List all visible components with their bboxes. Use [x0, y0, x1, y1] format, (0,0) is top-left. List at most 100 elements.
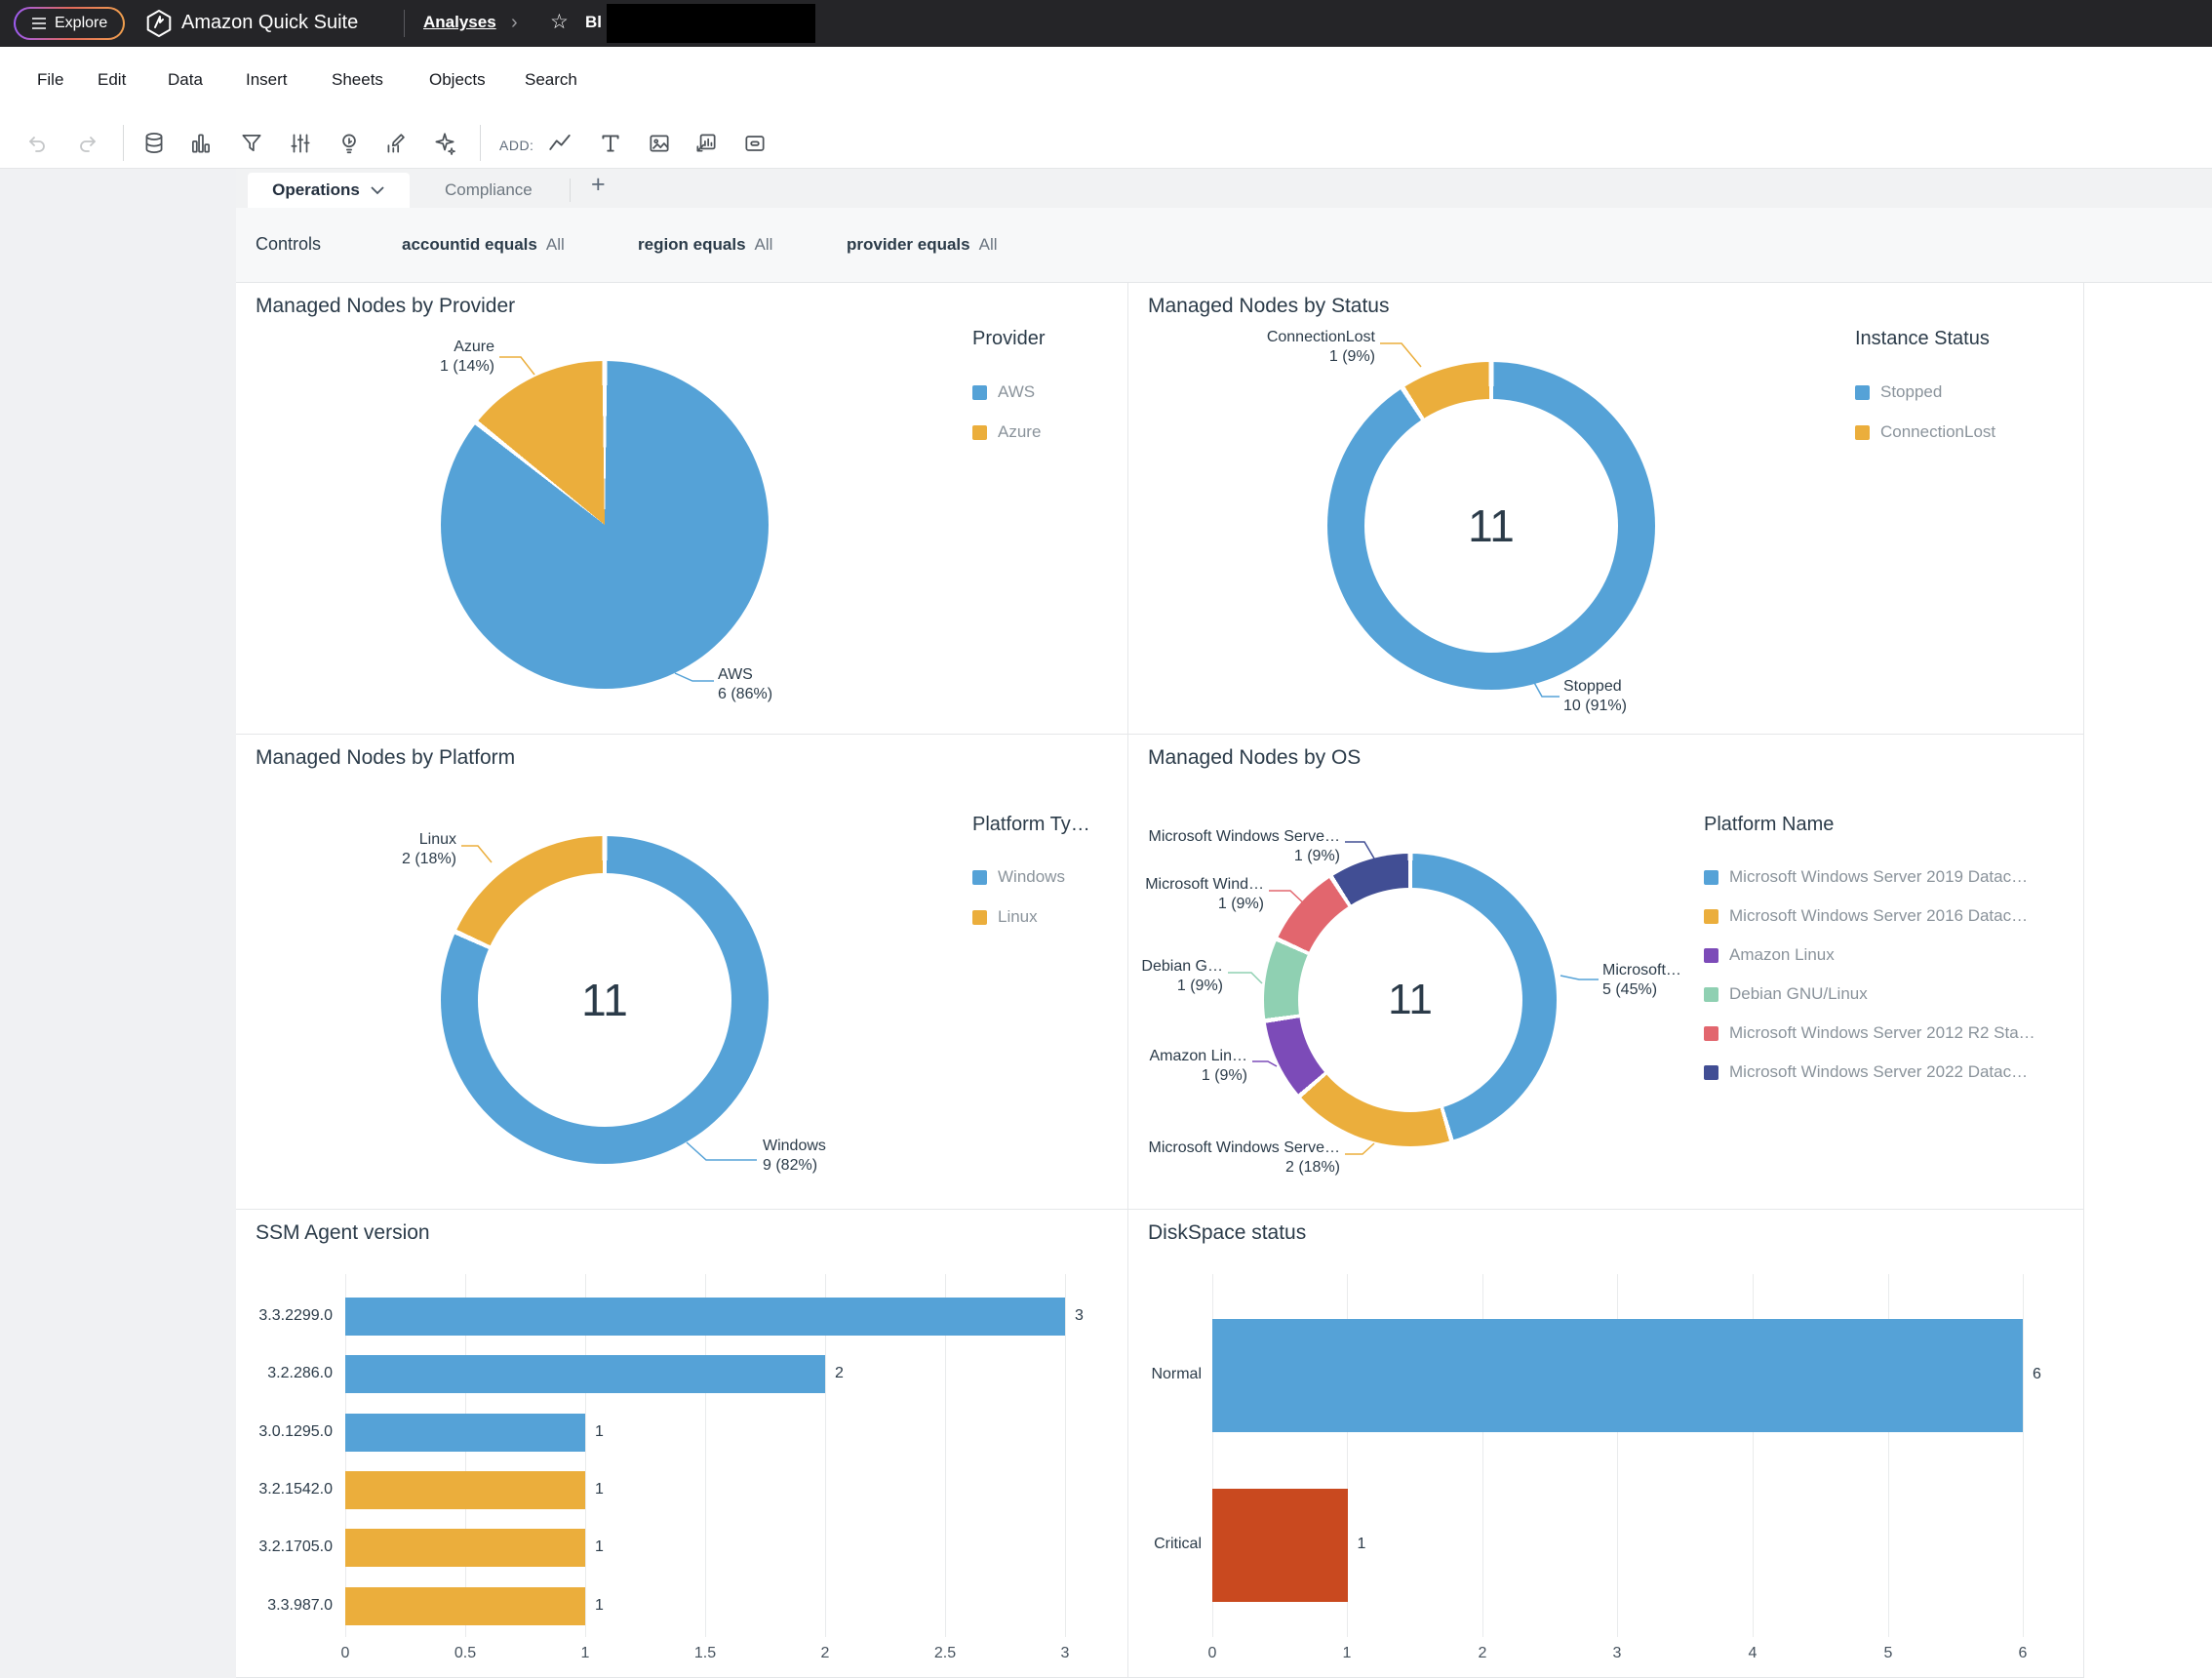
- add-sheet-button[interactable]: +: [583, 171, 613, 199]
- axis-tick-label: 1.5: [676, 1645, 734, 1662]
- legend-item[interactable]: Linux: [972, 907, 1038, 927]
- legend-item[interactable]: Stopped: [1855, 382, 1942, 402]
- callout-line: [1560, 976, 1599, 979]
- line-chart-icon[interactable]: [546, 130, 573, 157]
- donut-total-value: 11: [1388, 976, 1433, 1024]
- menu-file[interactable]: File: [37, 70, 63, 90]
- bar[interactable]: [345, 1471, 585, 1509]
- legend-title: Platform Name: [1704, 814, 1834, 836]
- menu-insert[interactable]: Insert: [246, 70, 288, 90]
- gridline: [2023, 1274, 2024, 1637]
- menu-sheets[interactable]: Sheets: [332, 70, 383, 90]
- tab-operations-label: Operations: [272, 180, 360, 200]
- bar[interactable]: [345, 1355, 825, 1393]
- filter-name: provider equals: [847, 235, 970, 255]
- explore-button[interactable]: Explore: [14, 7, 125, 40]
- legend-swatch: [1704, 948, 1718, 963]
- callout-value: 1 (9%): [1145, 895, 1264, 914]
- menu-objects[interactable]: Objects: [429, 70, 486, 90]
- callout-line: [1228, 973, 1262, 983]
- breadcrumb-analyses[interactable]: Analyses: [423, 13, 496, 32]
- menu-edit[interactable]: Edit: [98, 70, 126, 90]
- bar[interactable]: [345, 1529, 585, 1567]
- visual-container-icon[interactable]: [692, 130, 720, 157]
- favorite-star-icon[interactable]: ☆: [550, 10, 569, 34]
- visual-ssm-agent-version[interactable]: SSM Agent version 00.511.522.533.3.2299.…: [236, 1210, 1128, 1678]
- undo-icon[interactable]: [23, 130, 51, 157]
- legend-item[interactable]: ConnectionLost: [1855, 422, 1995, 442]
- legend-item[interactable]: Microsoft Windows Server 2012 R2 Sta…: [1704, 1023, 2035, 1043]
- embed-icon[interactable]: [741, 130, 769, 157]
- text-icon[interactable]: [597, 130, 624, 157]
- legend-item[interactable]: Microsoft Windows Server 2019 Datac…: [1704, 867, 2028, 887]
- callout-value: 1 (9%): [1150, 1066, 1248, 1086]
- insights-icon[interactable]: [336, 130, 363, 157]
- filter-icon[interactable]: [238, 130, 265, 157]
- legend-item[interactable]: Microsoft Windows Server 2022 Datac…: [1704, 1062, 2028, 1082]
- legend-swatch: [1704, 909, 1718, 924]
- legend-item[interactable]: Windows: [972, 867, 1065, 887]
- bar[interactable]: [345, 1587, 585, 1625]
- bar[interactable]: [345, 1298, 1065, 1336]
- legend-label: ConnectionLost: [1880, 422, 1995, 442]
- legend-item[interactable]: Microsoft Windows Server 2016 Datac…: [1704, 906, 2028, 926]
- callout-value: 1 (14%): [440, 357, 494, 377]
- filter-region[interactable]: region equals All: [638, 235, 772, 255]
- donut-hole: 11: [1364, 399, 1618, 653]
- chevron-right-icon: ›: [511, 12, 518, 34]
- value-label: 1: [595, 1538, 604, 1556]
- value-label: 1: [595, 1481, 604, 1498]
- legend-item[interactable]: Amazon Linux: [1704, 945, 1835, 965]
- legend-item[interactable]: Debian GNU/Linux: [1704, 984, 1868, 1004]
- image-icon[interactable]: [646, 130, 673, 157]
- legend-swatch: [972, 910, 987, 925]
- visual-diskspace-status[interactable]: DiskSpace status 0123456Normal6Critical1: [1128, 1210, 2084, 1678]
- chevron-down-icon: [370, 185, 385, 195]
- donut-total-value: 11: [1468, 499, 1515, 552]
- ai-sparkle-icon[interactable]: [431, 130, 458, 157]
- callout-value: 1 (9%): [1267, 347, 1375, 367]
- axis-tick-label: 5: [1859, 1645, 1917, 1662]
- app-title: Amazon Quick Suite: [181, 12, 358, 34]
- bar[interactable]: [1212, 1489, 1348, 1602]
- axis-tick-label: 1: [1318, 1645, 1376, 1662]
- axis-tick-label: 0: [1183, 1645, 1242, 1662]
- bar[interactable]: [345, 1414, 585, 1452]
- legend-label: Microsoft Windows Server 2022 Datac…: [1729, 1062, 2028, 1082]
- calculated-field-icon[interactable]: [382, 130, 410, 157]
- pie-chart[interactable]: [441, 361, 769, 689]
- axis-tick-label: 2: [1453, 1645, 1512, 1662]
- visual-title: Managed Nodes by Provider: [256, 295, 515, 318]
- filter-accountid[interactable]: accountid equals All: [402, 235, 565, 255]
- legend-swatch: [1704, 870, 1718, 885]
- parameters-icon[interactable]: [287, 130, 314, 157]
- callout-label: Microsoft Windows Serve…1 (9%): [1149, 827, 1341, 866]
- visual-types-icon[interactable]: [187, 130, 215, 157]
- legend-item[interactable]: AWS: [972, 382, 1035, 402]
- donut-hole: 11: [1298, 888, 1522, 1112]
- tab-compliance[interactable]: Compliance: [423, 173, 554, 208]
- callout-name: Debian G…: [1141, 957, 1223, 977]
- visual-managed-nodes-by-provider[interactable]: Managed Nodes by Provider Azure 1 (14%) AW…: [236, 283, 1128, 735]
- legend-title: Provider: [972, 328, 1045, 350]
- redo-icon[interactable]: [74, 130, 101, 157]
- visual-managed-nodes-by-os[interactable]: Managed Nodes by OS 11Microsoft Windows …: [1128, 735, 2084, 1210]
- legend-label: Stopped: [1880, 382, 1942, 402]
- sheet-canvas: Managed Nodes by Provider Azure 1 (14%) AW…: [236, 283, 2084, 1678]
- axis-tick-label: 0.5: [436, 1645, 494, 1662]
- filter-provider[interactable]: provider equals All: [847, 235, 998, 255]
- callout-label: ConnectionLost1 (9%): [1267, 328, 1375, 367]
- menu-search[interactable]: Search: [525, 70, 577, 90]
- bar[interactable]: [1212, 1319, 2023, 1432]
- quick-suite-logo-icon[interactable]: [144, 9, 174, 38]
- datasets-icon[interactable]: [140, 130, 168, 157]
- add-section-label: ADD:: [499, 138, 533, 153]
- tab-operations[interactable]: Operations: [248, 173, 410, 208]
- filter-name: accountid equals: [402, 235, 537, 255]
- tab-divider: [570, 179, 571, 202]
- visual-managed-nodes-by-status[interactable]: Managed Nodes by Status 11ConnectionLost…: [1128, 283, 2084, 735]
- legend-item[interactable]: Azure: [972, 422, 1041, 442]
- visual-managed-nodes-by-platform[interactable]: Managed Nodes by Platform 11Linux2 (18%)…: [236, 735, 1128, 1210]
- category-label: Critical: [1154, 1536, 1202, 1553]
- menu-data[interactable]: Data: [168, 70, 203, 90]
